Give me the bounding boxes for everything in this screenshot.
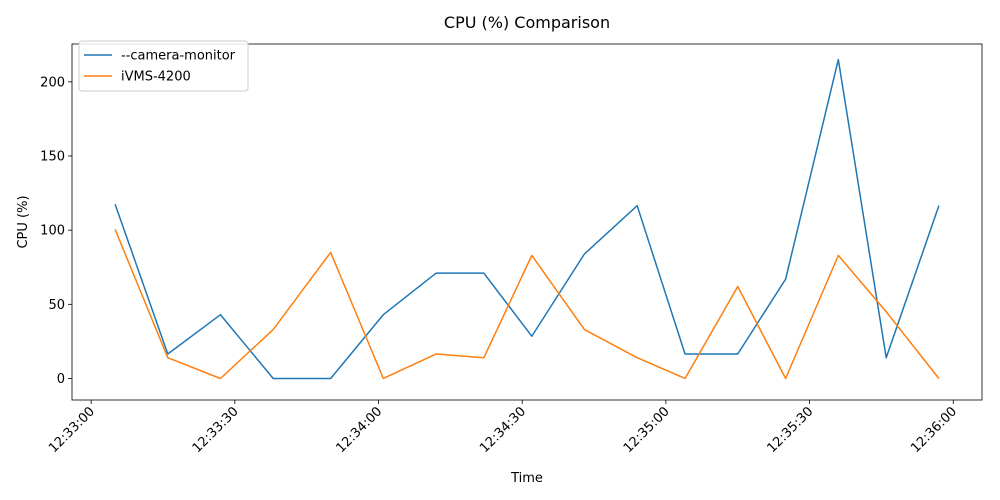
- y-tick-label: 100: [40, 224, 65, 239]
- y-axis-label: CPU (%): [16, 195, 31, 248]
- series-line-1: [114, 58, 940, 380]
- y-tick-label: 150: [40, 149, 65, 164]
- y-tick-label: 0: [57, 372, 65, 387]
- legend-label: --camera-monitor: [121, 49, 236, 64]
- y-tick-label: 200: [40, 75, 65, 90]
- x-axis-label: Time: [510, 471, 543, 486]
- chart-title: CPU (%) Comparison: [444, 13, 610, 32]
- legend-label: iVMS-4200: [121, 70, 191, 85]
- legend-box: [78, 40, 249, 92]
- axes-frame: [71, 43, 983, 401]
- series-layer: [114, 58, 940, 380]
- y-axis-ticks: 0 50 100 150 200: [40, 75, 72, 387]
- y-tick-label: 50: [48, 298, 65, 313]
- legend: --camera-monitor iVMS-4200: [78, 40, 249, 92]
- series-line-2: [114, 229, 940, 380]
- plot-area: [71, 43, 983, 401]
